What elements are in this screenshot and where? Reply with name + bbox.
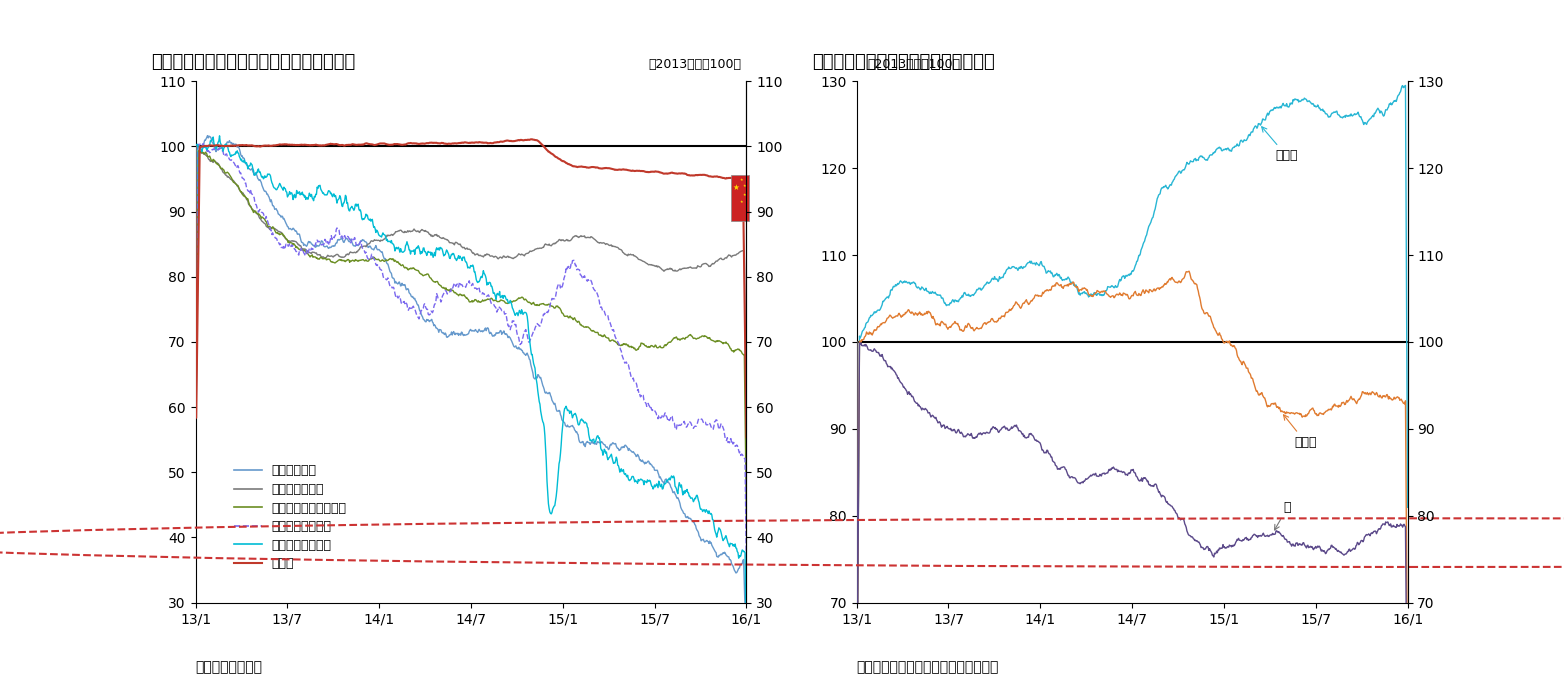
Text: （2013年初＝100）: （2013年初＝100） (647, 58, 741, 71)
Text: ★: ★ (740, 200, 744, 204)
Text: 円: 円 (1275, 501, 1292, 530)
Text: （資料）ロイター: （資料）ロイター (196, 660, 263, 674)
Text: ユーロ: ユーロ (1284, 415, 1317, 449)
Text: ★: ★ (743, 194, 746, 198)
Text: 米ドル: 米ドル (1262, 127, 1298, 162)
Text: （2013年初＝100）: （2013年初＝100） (868, 58, 960, 71)
Text: 図表４　主要通貨の名目実効為替相場: 図表４ 主要通貨の名目実効為替相場 (813, 53, 995, 71)
Bar (730, 175, 749, 221)
Text: （資料）イングランド銀行（ＢＯＥ）: （資料）イングランド銀行（ＢＯＥ） (857, 660, 999, 674)
Text: 図表３　主要新興国通貨の対ドル相場指数: 図表３ 主要新興国通貨の対ドル相場指数 (152, 53, 355, 71)
Text: ★: ★ (740, 177, 744, 181)
Text: ★: ★ (743, 184, 746, 188)
Legend: 南ア・ランド, インド・ルピー, インドネシア・ルピア, ブラジル・レアル, ロシア・ルーブル, 人民元: 南ア・ランド, インド・ルピー, インドネシア・ルピア, ブラジル・レアル, ロ… (230, 459, 352, 575)
Text: ★: ★ (732, 183, 740, 192)
